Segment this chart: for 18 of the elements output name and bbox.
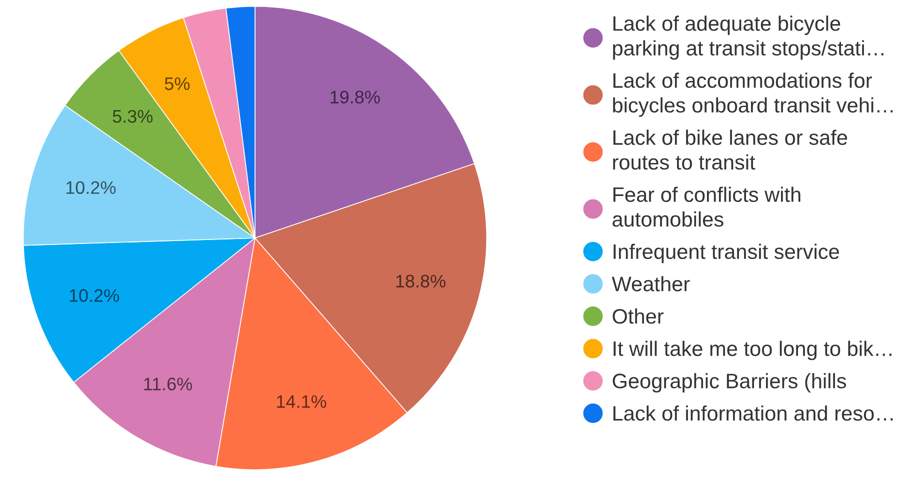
data-label: 14.1%	[277, 395, 326, 408]
legend-label: Infrequent transit service	[614, 244, 839, 264]
data-label: 10.2%	[70, 289, 120, 302]
data-label: 10.2%	[66, 181, 116, 194]
legend-label: Fear of conflicts with automobiles	[612, 186, 800, 227]
legend-label: Weather	[612, 276, 690, 292]
data-label: 19.8%	[330, 90, 380, 104]
data-label: 5.3%	[112, 110, 153, 123]
legend-label: Lack of bike lanes or safe routes to transit	[613, 130, 848, 170]
legend-label: Lack of accommodations for bicycles onboard transit vehi…	[613, 72, 893, 117]
legend-label: Lack of information and reso…	[613, 405, 893, 421]
data-label: 5%	[164, 77, 190, 90]
legend-label: Lack of adequate bicycle parking at transit stops/stati…	[613, 16, 884, 60]
legend-label: Geographic Barriers (hills	[612, 373, 846, 393]
data-label: 11.6%	[144, 378, 192, 390]
legend-label: Other	[612, 308, 664, 324]
legend-label: It will take me too long to bik…	[614, 340, 892, 360]
data-label: 18.8%	[396, 274, 446, 288]
